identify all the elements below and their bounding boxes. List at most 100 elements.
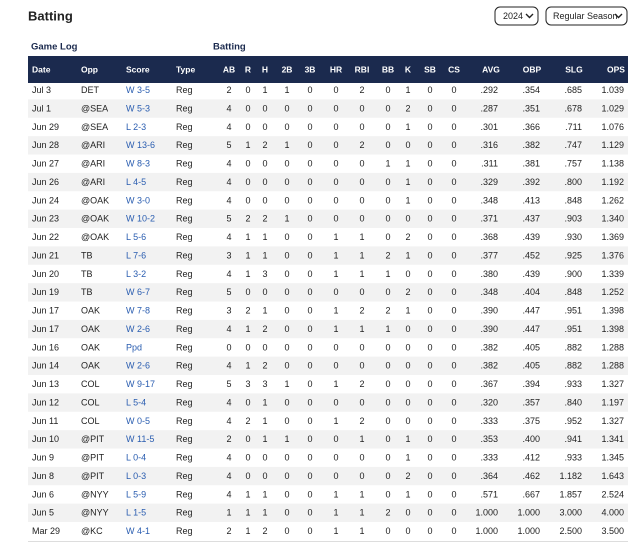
- score-link[interactable]: W 4-1: [126, 526, 150, 536]
- cell: 0: [451, 232, 456, 242]
- cell: 0: [451, 159, 456, 169]
- cell: 0: [307, 489, 312, 499]
- season-select[interactable]: 2024: [494, 6, 539, 26]
- cell: 0: [385, 122, 390, 132]
- cell: 2: [245, 416, 250, 426]
- cell: .292: [480, 85, 498, 95]
- score-link[interactable]: W 0-5: [126, 416, 150, 426]
- cell: .382: [480, 342, 498, 352]
- score-link[interactable]: L 3-2: [126, 269, 146, 279]
- score-link[interactable]: W 10-2: [126, 214, 155, 224]
- cell: 0: [307, 103, 312, 113]
- column-header: AB: [223, 64, 235, 74]
- score-link[interactable]: Ppd: [126, 342, 142, 352]
- score-link[interactable]: W 2-6: [126, 361, 150, 371]
- cell: 0: [451, 342, 456, 352]
- cell: 1: [333, 269, 338, 279]
- cell: Reg: [176, 324, 193, 334]
- cell: 1: [333, 306, 338, 316]
- score-link[interactable]: W 3-0: [126, 195, 150, 205]
- cell: 1.076: [601, 122, 624, 132]
- cell: 0: [451, 526, 456, 536]
- cell: 5: [226, 379, 231, 389]
- cell: 0: [333, 177, 338, 187]
- cell: 0: [451, 453, 456, 463]
- column-header: Opp: [81, 64, 98, 74]
- cell: 0: [333, 397, 338, 407]
- column-header: Date: [32, 64, 51, 74]
- cell: .329: [480, 177, 498, 187]
- cell: @NYY: [81, 489, 109, 499]
- score-link[interactable]: L 7-6: [126, 250, 146, 260]
- cell: 0: [427, 85, 432, 95]
- row-stripe: [28, 466, 628, 486]
- score-link[interactable]: W 6-7: [126, 287, 150, 297]
- cell: 1: [245, 269, 250, 279]
- cell: 1: [333, 489, 338, 499]
- season-value[interactable]: 2024: [503, 11, 523, 21]
- cell: 0: [451, 489, 456, 499]
- cell: Reg: [176, 195, 193, 205]
- cell: .951: [564, 324, 582, 334]
- cell: 0: [405, 324, 410, 334]
- game-type-value[interactable]: Regular Season: [553, 11, 618, 21]
- score-link[interactable]: L 5-6: [126, 232, 146, 242]
- cell: .848: [564, 195, 582, 205]
- cell: 2: [245, 214, 250, 224]
- cell: 0: [284, 269, 289, 279]
- cell: .882: [564, 342, 582, 352]
- row-stripe: [28, 319, 628, 339]
- header-row: [28, 57, 628, 83]
- cell: .930: [564, 232, 582, 242]
- cell: .413: [522, 195, 540, 205]
- score-link[interactable]: L 4-5: [126, 177, 146, 187]
- cell: 0: [333, 103, 338, 113]
- score-link[interactable]: W 8-3: [126, 159, 150, 169]
- cell: 1: [405, 195, 410, 205]
- cell: 4: [226, 471, 231, 481]
- cell: .437: [522, 214, 540, 224]
- score-link[interactable]: W 9-17: [126, 379, 155, 389]
- score-link[interactable]: L 2-3: [126, 122, 146, 132]
- cell: 0: [385, 453, 390, 463]
- cell: 0: [385, 85, 390, 95]
- score-link[interactable]: L 0-4: [126, 453, 146, 463]
- score-link[interactable]: L 0-3: [126, 471, 146, 481]
- game-type-select[interactable]: Regular Season: [545, 6, 628, 26]
- cell: 1: [262, 416, 267, 426]
- cell: 4: [226, 177, 231, 187]
- score-link[interactable]: W 13-6: [126, 140, 155, 150]
- cell: 1.000: [475, 508, 498, 518]
- score-link[interactable]: W 11-5: [126, 434, 154, 444]
- score-link[interactable]: W 3-5: [126, 85, 150, 95]
- cell: 0: [307, 508, 312, 518]
- cell: .941: [564, 434, 582, 444]
- cell: 1: [359, 508, 364, 518]
- score-link[interactable]: W 2-6: [126, 324, 150, 334]
- cell: .452: [522, 250, 540, 260]
- cell: .840: [564, 397, 582, 407]
- score-link[interactable]: L 5-9: [126, 489, 146, 499]
- cell: 0: [405, 416, 410, 426]
- cell: Jun 20: [32, 269, 59, 279]
- cell: 1.252: [601, 287, 624, 297]
- cell: 0: [333, 287, 338, 297]
- score-link[interactable]: W 7-8: [126, 306, 150, 316]
- score-link[interactable]: W 5-3: [126, 103, 150, 113]
- cell: 0: [451, 103, 456, 113]
- cell: 0: [262, 122, 267, 132]
- cell: 1: [333, 250, 338, 260]
- cell: 0: [262, 453, 267, 463]
- cell: 2: [385, 306, 390, 316]
- group-header: Batting: [213, 42, 246, 53]
- cell: 0: [427, 471, 432, 481]
- cell: Reg: [176, 250, 193, 260]
- score-link[interactable]: L 5-4: [126, 397, 146, 407]
- cell: 0: [405, 379, 410, 389]
- cell: 0: [385, 397, 390, 407]
- cell: 0: [385, 434, 390, 444]
- cell: @SEA: [81, 103, 108, 113]
- score-link[interactable]: L 1-5: [126, 508, 146, 518]
- cell: COL: [81, 379, 100, 389]
- cell: Jun 8: [32, 471, 54, 481]
